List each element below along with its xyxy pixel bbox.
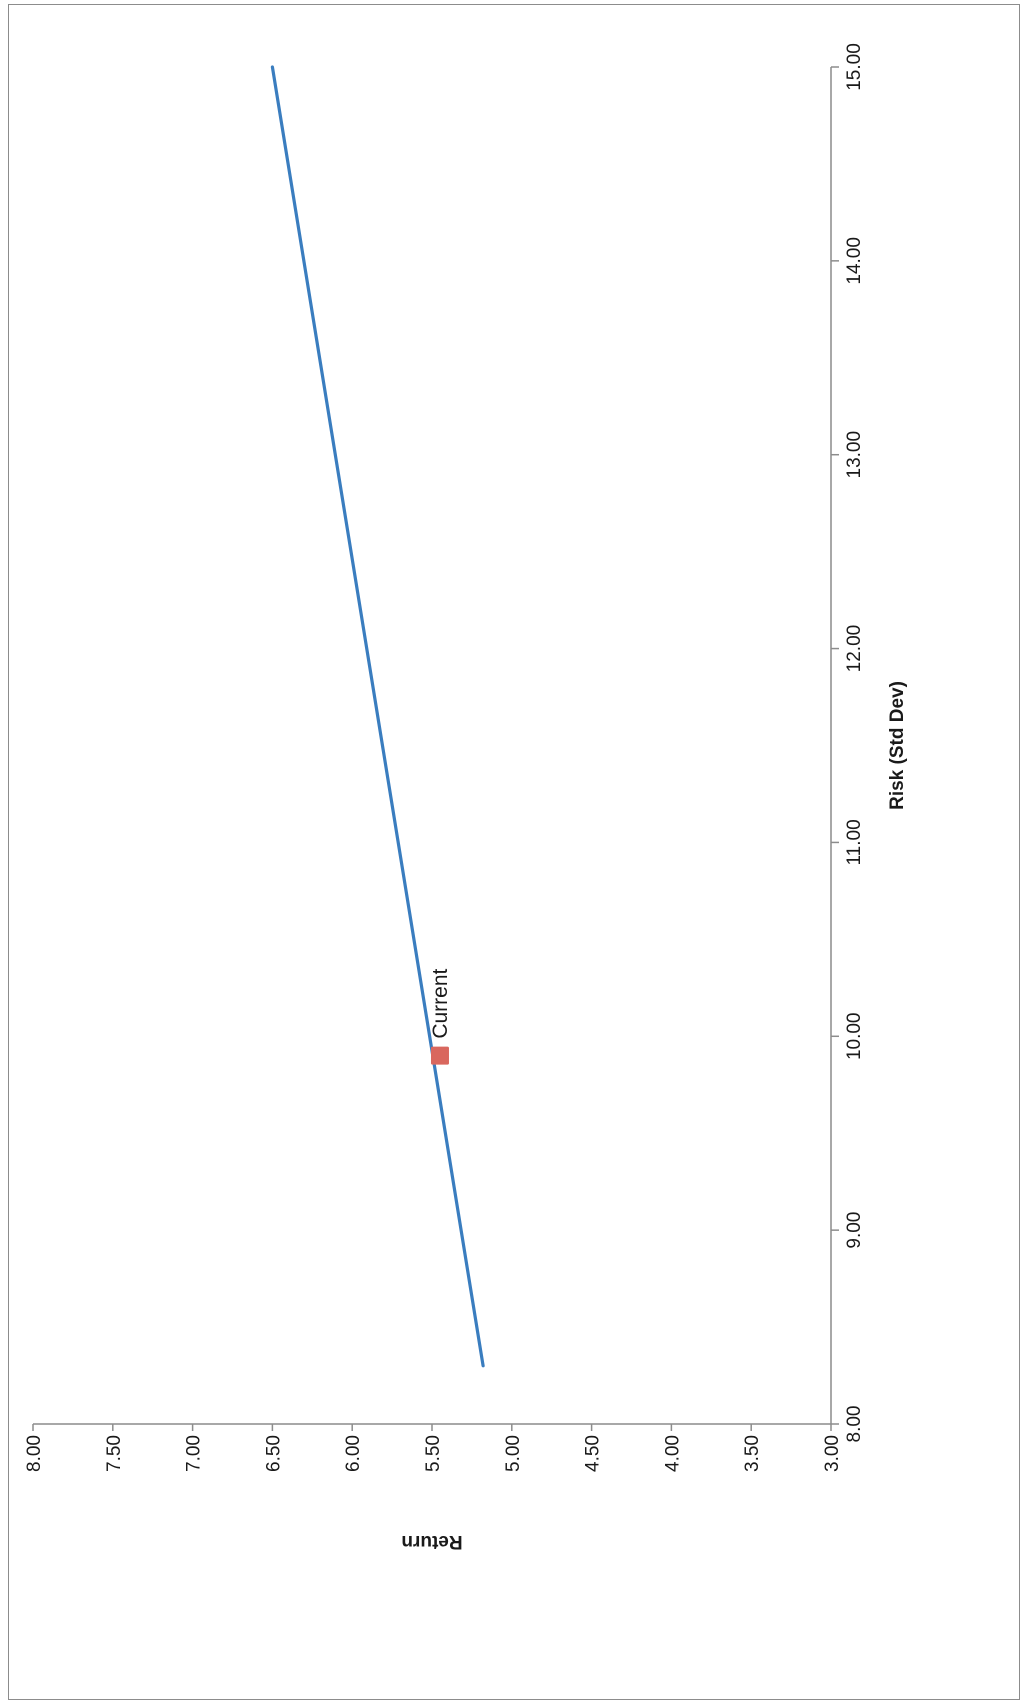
y-tick-label: 4.50 xyxy=(583,1435,604,1472)
y-tick-label: 6.00 xyxy=(343,1435,364,1472)
frontier-line xyxy=(270,65,485,1368)
x-tick-label: 15.00 xyxy=(844,43,865,91)
y-tick-label: 8.00 xyxy=(24,1435,45,1472)
y-tick-label: 5.50 xyxy=(423,1435,444,1472)
x-tick-label: 12.00 xyxy=(844,625,865,673)
y-tick-label: 3.50 xyxy=(742,1435,763,1472)
y-tick-label: 4.00 xyxy=(662,1435,683,1472)
y-axis-title: Return xyxy=(401,1531,462,1552)
y-tick-label: 7.00 xyxy=(184,1435,205,1472)
current-point-marker xyxy=(430,1046,449,1065)
x-tick-label: 10.00 xyxy=(844,1013,865,1061)
x-tick-label: 13.00 xyxy=(844,431,865,479)
x-tick-label: 9.00 xyxy=(844,1212,865,1249)
y-tick-label: 7.50 xyxy=(104,1435,125,1472)
x-axis-title: Risk (Std Dev) xyxy=(887,681,908,810)
x-tick-label: 14.00 xyxy=(844,237,865,285)
current-point-label: Current xyxy=(429,968,452,1038)
x-tick-label: 8.00 xyxy=(844,1406,865,1443)
x-tick-label: 11.00 xyxy=(844,819,865,865)
axes-layer xyxy=(33,67,832,1425)
series-layer: Current xyxy=(270,65,485,1368)
ticks-layer: 8.00 9.00 10.00 11.00 12.00 13.00 14.00 15.00 3.… xyxy=(24,43,865,1472)
y-tick-label: 6.50 xyxy=(263,1435,284,1472)
y-tick-label: 5.00 xyxy=(503,1435,524,1472)
chart-frame: 8.00 9.00 10.00 11.00 12.00 13.00 14.00 15.00 3.… xyxy=(8,4,1020,1700)
frontier-chart: 8.00 9.00 10.00 11.00 12.00 13.00 14.00 15.00 3.… xyxy=(24,43,908,1552)
y-tick-label: 3.00 xyxy=(822,1435,843,1472)
